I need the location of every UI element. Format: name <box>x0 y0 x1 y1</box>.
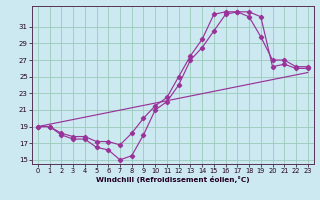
X-axis label: Windchill (Refroidissement éolien,°C): Windchill (Refroidissement éolien,°C) <box>96 176 250 183</box>
